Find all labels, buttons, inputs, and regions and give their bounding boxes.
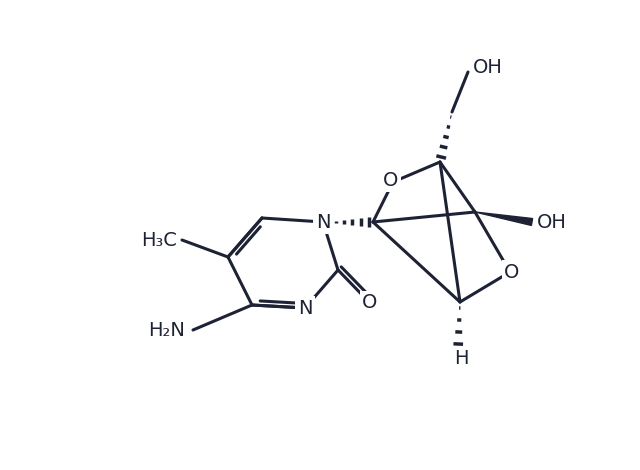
Text: H: H bbox=[454, 348, 468, 368]
Text: N: N bbox=[298, 298, 312, 318]
Text: O: O bbox=[504, 263, 520, 282]
Text: O: O bbox=[383, 171, 399, 189]
Text: N: N bbox=[316, 212, 330, 232]
Text: H₃C: H₃C bbox=[141, 230, 177, 250]
Text: O: O bbox=[362, 293, 378, 313]
Text: H₂N: H₂N bbox=[148, 321, 185, 339]
Text: OH: OH bbox=[537, 212, 567, 232]
Polygon shape bbox=[475, 212, 532, 226]
Text: OH: OH bbox=[473, 57, 503, 77]
